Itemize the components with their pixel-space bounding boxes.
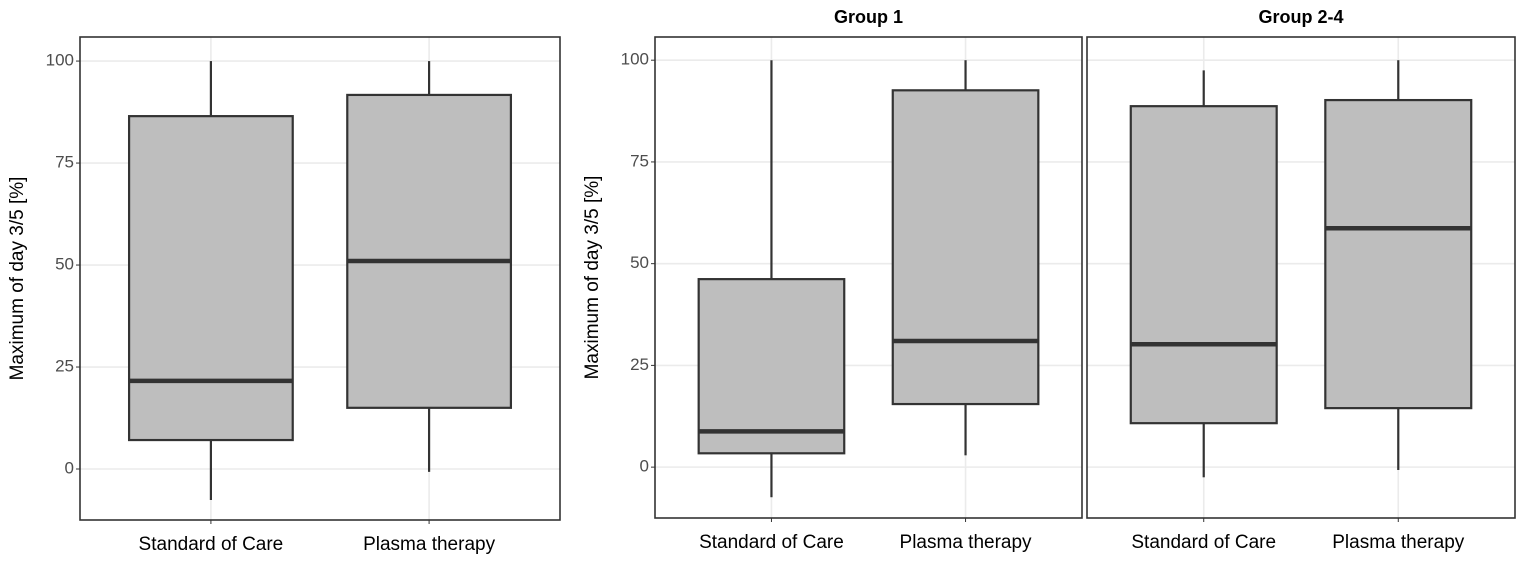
box bbox=[346, 93, 513, 409]
x-tick-label: Plasma therapy bbox=[363, 534, 496, 555]
x-tick-label: Plasma therapy bbox=[900, 532, 1033, 553]
box bbox=[891, 89, 1040, 406]
y-tick-label: 50 bbox=[630, 253, 649, 272]
y-tick-label: 25 bbox=[55, 357, 74, 376]
y-tick-label: 0 bbox=[640, 457, 649, 476]
x-tick-label: Plasma therapy bbox=[1332, 532, 1465, 553]
x-tick-label: Standard of Care bbox=[1131, 532, 1276, 553]
x-tick-label: Standard of Care bbox=[139, 534, 284, 555]
y-axis-label: Maximum of day 3/5 [%] bbox=[7, 177, 28, 381]
y-tick-label: 75 bbox=[55, 153, 74, 172]
y-tick-label: 100 bbox=[46, 51, 74, 70]
y-tick-label: 75 bbox=[630, 151, 649, 170]
box bbox=[127, 115, 294, 442]
panel-border bbox=[654, 36, 1083, 519]
panel-border bbox=[1086, 36, 1516, 519]
box bbox=[697, 278, 846, 455]
x-tick-label: Standard of Care bbox=[699, 532, 844, 553]
y-tick-label: 0 bbox=[65, 458, 74, 477]
panel-title: Group 2-4 bbox=[1258, 7, 1343, 27]
y-axis-label: Maximum of day 3/5 [%] bbox=[582, 176, 603, 380]
panel-title: Group 1 bbox=[834, 7, 903, 27]
panel-border bbox=[79, 36, 561, 521]
box bbox=[1129, 105, 1278, 425]
y-tick-label: 100 bbox=[621, 50, 649, 69]
y-tick-label: 25 bbox=[630, 355, 649, 374]
box bbox=[1324, 98, 1473, 410]
y-tick-label: 50 bbox=[55, 255, 74, 274]
